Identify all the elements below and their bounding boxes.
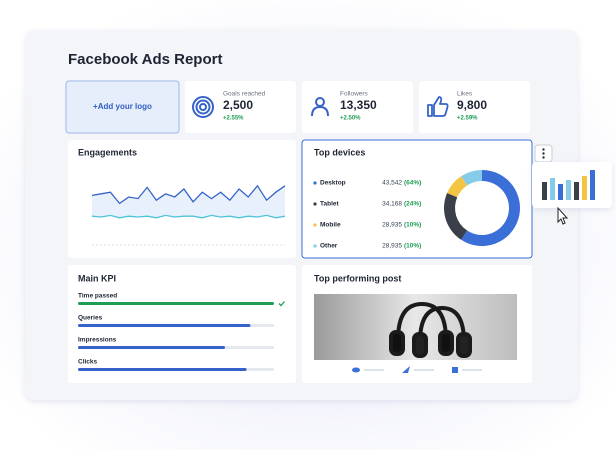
device-count: 28,935 xyxy=(382,243,402,250)
kpi-bar xyxy=(78,346,225,349)
kpi-bar xyxy=(78,324,251,327)
metric-label: Goals reached xyxy=(223,91,266,98)
metric-change: +2.55% xyxy=(223,116,244,122)
likes-icon xyxy=(427,96,449,117)
device-share: (10%) xyxy=(404,243,421,250)
metric-card xyxy=(185,81,296,133)
kpi-name: Queries xyxy=(78,315,103,322)
metric-label: Likes xyxy=(457,91,473,98)
goal-icon xyxy=(195,99,211,115)
followers-icon xyxy=(311,105,329,117)
kpi-bar xyxy=(78,368,247,371)
goal-icon xyxy=(199,103,207,111)
line xyxy=(91,214,286,219)
device-share: (10%) xyxy=(404,222,421,229)
donut-segment xyxy=(447,176,468,198)
device-name: Tablet xyxy=(320,201,339,208)
chart-icon xyxy=(542,170,595,200)
device-bullet xyxy=(313,181,317,185)
device-share: (24%) xyxy=(404,201,421,208)
card-title: Top performing post xyxy=(314,273,401,283)
kpi-name: Time passed xyxy=(78,293,117,300)
device-name: Other xyxy=(320,243,338,250)
menu-dot xyxy=(542,156,545,159)
menu-dot xyxy=(542,148,545,151)
device-bullet xyxy=(313,223,317,227)
cursor xyxy=(557,206,569,225)
metric-value: 2,500 xyxy=(223,98,253,112)
check-icon xyxy=(278,301,285,307)
device-share: (64%) xyxy=(404,180,421,187)
line xyxy=(91,184,286,205)
device-count: 34,168 xyxy=(382,201,402,208)
goal-icon xyxy=(192,96,214,118)
logo-text[interactable]: +Add your logo xyxy=(93,102,152,111)
metric-change: +2.50% xyxy=(340,116,361,122)
device-count: 43,542 xyxy=(382,180,402,187)
device-bullet xyxy=(313,202,317,206)
kpi-bar xyxy=(78,302,274,305)
metric-value: 13,350 xyxy=(340,98,377,112)
device-name: Mobile xyxy=(320,222,341,229)
card-title: Main KPI xyxy=(78,273,116,283)
metric-change: +2.59% xyxy=(457,116,478,122)
post-stats xyxy=(352,366,482,373)
metric-card xyxy=(302,81,413,133)
area xyxy=(92,185,285,218)
device-name: Desktop xyxy=(320,180,346,187)
kpi-name: Clicks xyxy=(78,359,98,366)
card-title: Top devices xyxy=(314,147,365,157)
donut-segment xyxy=(461,170,482,186)
donut-segment xyxy=(461,170,521,246)
card-title: Engagements xyxy=(78,147,137,157)
device-bullet xyxy=(313,244,317,248)
device-count: 28,935 xyxy=(382,222,402,229)
metric-value: 9,800 xyxy=(457,98,487,112)
metric-card xyxy=(419,81,530,133)
headphones xyxy=(389,301,472,358)
kpi-name: Impressions xyxy=(78,337,117,344)
report-title: Facebook Ads Report xyxy=(68,51,222,68)
donut-segment xyxy=(444,192,468,240)
metric-label: Followers xyxy=(340,91,369,98)
menu-dot xyxy=(542,152,545,155)
logo-box[interactable] xyxy=(65,80,180,134)
